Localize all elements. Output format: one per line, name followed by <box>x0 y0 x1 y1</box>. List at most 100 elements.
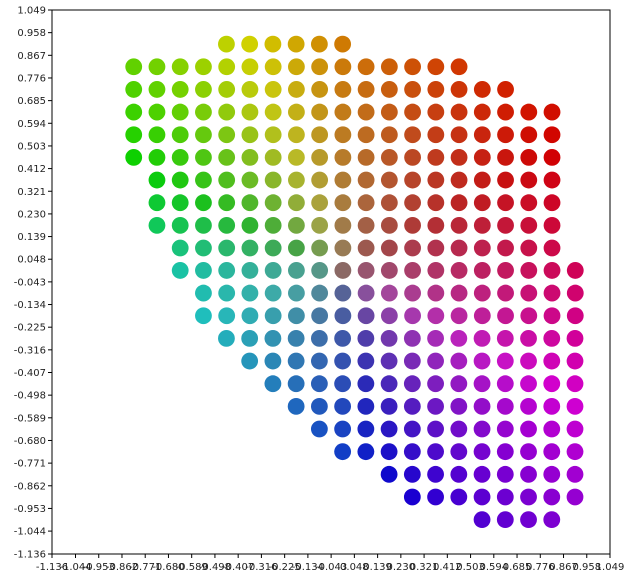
scatter-point <box>148 216 166 234</box>
scatter-point <box>357 307 375 325</box>
y-tick-label: -1.136 <box>14 550 46 561</box>
scatter-point <box>264 329 282 347</box>
scatter-point <box>403 375 421 393</box>
scatter-point <box>520 488 537 506</box>
scatter-point <box>334 375 352 393</box>
scatter-point <box>496 397 514 415</box>
scatter-point <box>496 511 514 529</box>
scatter-point <box>311 194 329 212</box>
scatter-point <box>311 262 329 279</box>
scatter-point <box>473 375 491 393</box>
scatter-point <box>264 375 282 393</box>
scatter-point <box>450 126 468 144</box>
y-tick-label: 0.412 <box>17 164 46 175</box>
scatter-point <box>264 262 282 279</box>
scatter-point <box>473 352 491 370</box>
scatter-point <box>357 262 375 279</box>
x-tick-label: 0.412 <box>433 562 462 573</box>
scatter-point <box>427 81 445 98</box>
scatter-point <box>473 148 491 166</box>
scatter-point <box>148 126 166 144</box>
scatter-point <box>357 284 375 302</box>
scatter-point <box>380 171 398 189</box>
scatter-point <box>125 81 143 98</box>
y-tick-label: -0.771 <box>14 459 46 470</box>
scatter-point <box>311 284 329 302</box>
scatter-point <box>357 148 375 166</box>
scatter-point <box>427 420 444 438</box>
scatter-point <box>311 126 329 144</box>
scatter-point <box>380 375 398 393</box>
scatter-point <box>404 307 421 325</box>
scatter-point <box>520 329 537 347</box>
x-tick-label: 0.503 <box>456 562 485 573</box>
scatter-point <box>148 81 166 98</box>
scatter-point <box>566 397 584 415</box>
scatter-point <box>520 126 538 144</box>
scatter-point <box>357 443 375 461</box>
x-tick-label: -0.771 <box>129 562 161 573</box>
scatter-point <box>287 397 305 415</box>
scatter-point <box>450 284 468 302</box>
x-tick-label: 0.230 <box>387 562 416 573</box>
scatter-point <box>334 194 352 212</box>
scatter-point <box>520 171 538 189</box>
scatter-point <box>496 420 514 438</box>
scatter-point <box>450 397 468 415</box>
scatter-point <box>403 397 421 415</box>
scatter-point <box>543 443 561 461</box>
scatter-point <box>241 329 259 347</box>
scatter-point <box>427 465 444 483</box>
scatter-point <box>287 329 305 347</box>
scatter-point <box>473 103 491 121</box>
y-tick-label: 0.776 <box>17 73 46 84</box>
scatter-point <box>241 81 259 98</box>
scatter-point <box>450 262 468 279</box>
y-tick-label: -0.407 <box>14 368 46 379</box>
scatter-point <box>334 397 352 415</box>
x-tick-label: 0.958 <box>572 562 601 573</box>
scatter-point <box>543 511 561 529</box>
scatter-point <box>241 103 259 121</box>
scatter-point <box>380 58 398 76</box>
scatter-point <box>241 284 259 302</box>
scatter-point <box>310 420 328 438</box>
scatter-point <box>171 194 189 212</box>
scatter-point <box>566 443 584 461</box>
scatter-point <box>520 375 537 393</box>
scatter-point <box>450 58 468 76</box>
scatter-point <box>264 35 282 53</box>
scatter-point <box>403 443 421 461</box>
scatter-point <box>171 58 189 76</box>
scatter-point <box>543 239 561 257</box>
scatter-point <box>288 262 305 279</box>
scatter-point <box>520 307 538 325</box>
scatter-point <box>380 420 398 438</box>
y-tick-label: 0.139 <box>17 232 46 243</box>
y-tick-label: -0.043 <box>14 277 46 288</box>
scatter-point <box>496 329 514 347</box>
scatter-point <box>218 262 236 279</box>
scatter-point <box>334 148 352 166</box>
scatter-point <box>497 81 514 98</box>
scatter-point <box>288 103 305 121</box>
scatter-point <box>566 329 584 347</box>
scatter-point <box>195 148 212 166</box>
scatter-point <box>195 58 212 76</box>
y-tick-label: 0.230 <box>17 209 46 220</box>
scatter-point <box>218 329 235 347</box>
scatter-point <box>357 329 375 347</box>
scatter-point <box>288 239 305 257</box>
x-tick-label: 0.321 <box>410 562 439 573</box>
scatter-point <box>171 216 189 234</box>
scatter-point <box>218 171 236 189</box>
y-tick-label: -0.862 <box>14 481 46 492</box>
scatter-point <box>380 103 398 121</box>
scatter-point <box>380 239 398 257</box>
scatter-point <box>218 239 236 257</box>
x-tick-label: -0.589 <box>176 562 208 573</box>
y-tick-label: -0.589 <box>14 413 46 424</box>
scatter-point <box>148 148 166 166</box>
scatter-point <box>566 352 584 370</box>
x-tick-label: -0.225 <box>269 562 301 573</box>
